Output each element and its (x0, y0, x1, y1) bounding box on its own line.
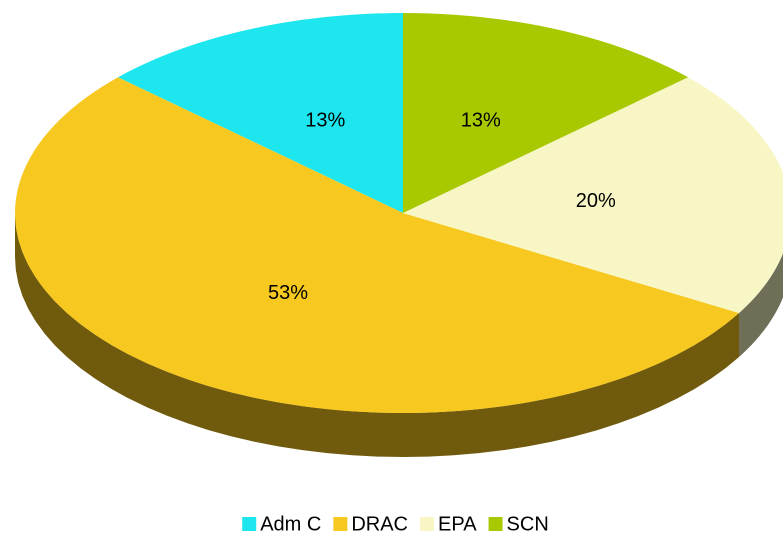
data-label: 13% (305, 110, 345, 132)
legend-label: SCN (507, 513, 549, 535)
pie-slice (403, 13, 689, 213)
pie-slice (15, 77, 740, 413)
pie-slice (403, 77, 783, 313)
legend-label: EPA (438, 513, 477, 535)
data-label: 13% (461, 110, 501, 132)
data-label: 20% (576, 190, 616, 212)
pie-slice (117, 13, 403, 213)
legend-swatch (333, 517, 348, 531)
data-label: 53% (268, 282, 308, 304)
pie-side (739, 253, 783, 357)
legend-label: Adm C (260, 513, 321, 535)
legend-swatch (242, 517, 257, 531)
legend-label: DRAC (351, 513, 408, 535)
pie-side (15, 213, 740, 457)
legend-swatch (488, 517, 503, 531)
legend-swatch (420, 517, 435, 531)
